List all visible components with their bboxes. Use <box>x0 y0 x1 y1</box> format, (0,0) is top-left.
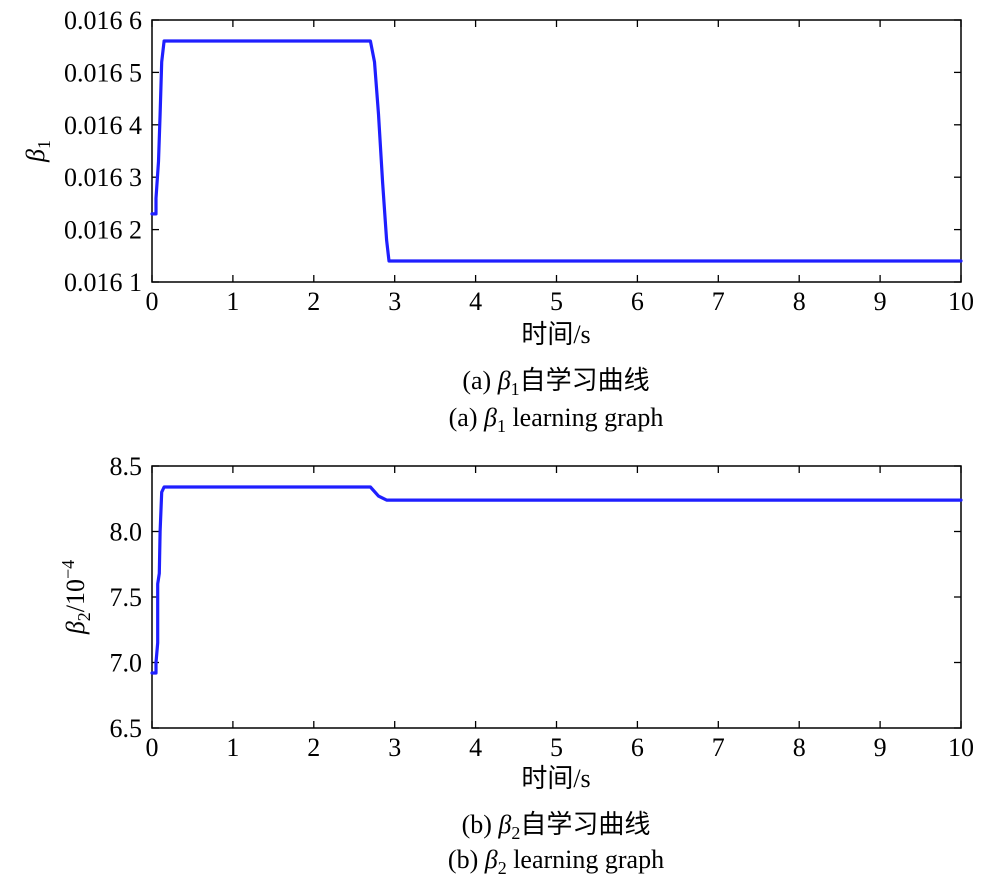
tick-labels-a: 0 1 2 3 4 5 6 7 8 9 10 0.016 1 0.016 2 0.016 3 0.016 4… <box>64 6 974 316</box>
x-tick-label-a: 10 <box>948 287 974 316</box>
x-tick-label-b: 2 <box>307 733 320 762</box>
x-tick-label-a: 2 <box>307 287 320 316</box>
x-tick-label-b: 0 <box>146 733 159 762</box>
x-tick-label-b: 1 <box>226 733 239 762</box>
ticks-b <box>151 465 962 729</box>
x-tick-label-a: 5 <box>550 287 563 316</box>
x-tick-label-b: 5 <box>550 733 563 762</box>
x-tick-label-a: 7 <box>712 287 725 316</box>
y-axis-label-a: β1 <box>21 140 54 163</box>
x-tick-label-b: 9 <box>874 733 887 762</box>
caption-en-b: (b) β2 learning graph <box>448 845 664 878</box>
x-tick-label-a: 6 <box>631 287 644 316</box>
plot-area-a <box>151 19 962 283</box>
caption-en-a: (a) β1 learning graph <box>449 403 664 436</box>
x-axis-label-a: 时间/s <box>521 320 590 349</box>
chart-panel-a: 0 1 2 3 4 5 6 7 8 9 10 0.016 1 0.016 2 0.016 3 0.016 4… <box>21 6 974 436</box>
y-tick-label-a: 0.016 3 <box>64 163 142 192</box>
y-tick-label-b: 8.0 <box>110 518 143 547</box>
x-tick-label-b: 10 <box>948 733 974 762</box>
y-tick-label-b: 8.5 <box>110 452 143 481</box>
x-tick-label-a: 4 <box>469 287 482 316</box>
y-tick-label-b: 7.5 <box>110 583 143 612</box>
series-b <box>150 485 963 675</box>
x-tick-label-a: 1 <box>226 287 239 316</box>
x-axis-label-b: 时间/s <box>521 764 590 793</box>
x-tick-label-b: 8 <box>793 733 806 762</box>
tick-labels-b: 0 1 2 3 4 5 6 7 8 9 10 6.5 7.0 7.5 8.0 8.5 <box>110 452 975 762</box>
y-tick-label-a: 0.016 4 <box>64 111 142 140</box>
series-line-b-0 <box>150 485 963 675</box>
x-tick-label-a: 3 <box>388 287 401 316</box>
x-tick-label-a: 8 <box>793 287 806 316</box>
y-tick-label-a: 0.016 6 <box>64 6 142 35</box>
y-tick-label-a: 0.016 2 <box>64 216 142 245</box>
y-tick-label-b: 6.5 <box>110 714 143 743</box>
x-tick-label-a: 9 <box>874 287 887 316</box>
caption-cn-a: (a) β1自学习曲线 <box>462 366 649 399</box>
y-axis-label-b: β2/10−4 <box>58 560 94 635</box>
y-tick-label-a: 0.016 1 <box>64 268 142 297</box>
caption-cn-b: (b) β2自学习曲线 <box>462 810 651 843</box>
x-tick-label-a: 0 <box>146 287 159 316</box>
x-tick-label-b: 3 <box>388 733 401 762</box>
series-line-a-0 <box>150 39 963 263</box>
plot-area-b <box>151 465 962 729</box>
y-tick-label-a: 0.016 5 <box>64 58 142 87</box>
series-a <box>150 39 963 263</box>
x-tick-label-b: 6 <box>631 733 644 762</box>
y-tick-label-b: 7.0 <box>110 649 143 678</box>
chart-panel-b: 0 1 2 3 4 5 6 7 8 9 10 6.5 7.0 7.5 8.0 8.5 时间/s β2/10−4… <box>58 452 974 878</box>
x-tick-label-b: 4 <box>469 733 482 762</box>
ticks-a <box>151 19 962 283</box>
x-tick-label-b: 7 <box>712 733 725 762</box>
